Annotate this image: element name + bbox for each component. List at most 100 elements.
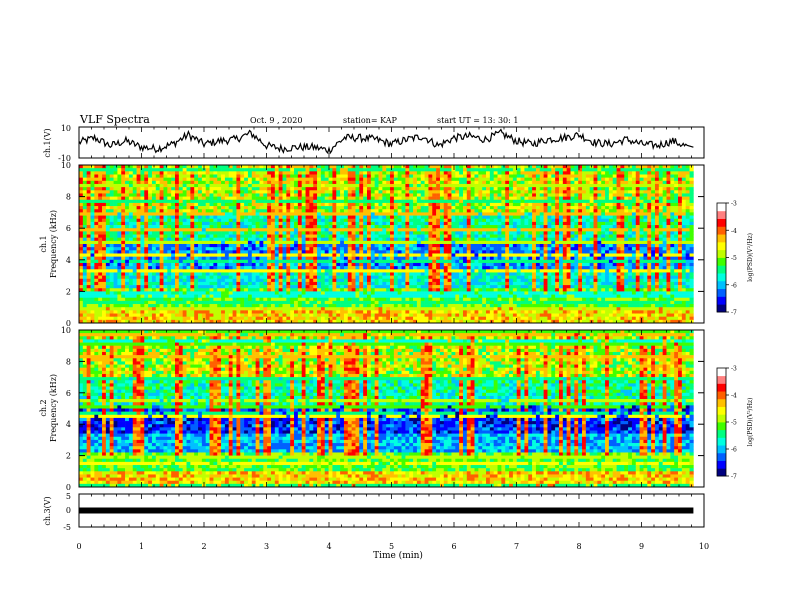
spectrogram-cell — [259, 272, 264, 276]
spectrogram-cell — [259, 228, 264, 232]
spectrogram-cell — [301, 285, 306, 289]
spectrogram-cell — [370, 281, 375, 286]
spectrogram-cell — [301, 193, 306, 197]
spectrogram-cell — [366, 266, 372, 270]
spectrogram-cell — [424, 256, 429, 261]
spectrogram-cell — [309, 269, 314, 273]
spectrogram-cell — [428, 202, 433, 207]
spectrogram-cell — [378, 275, 383, 280]
spectrogram-cell — [171, 313, 176, 317]
spectrogram-cell — [221, 304, 226, 308]
spectrogram-cell — [294, 291, 299, 295]
spectrogram-cell — [182, 244, 187, 248]
spectrogram-cell — [428, 294, 433, 299]
spectrogram-cell — [436, 234, 441, 238]
spectrogram-cell — [451, 278, 456, 283]
spectrogram-cell — [228, 193, 233, 197]
spectrogram-cell — [259, 313, 264, 317]
spectrogram-cell — [132, 174, 137, 178]
spectrogram-cell — [324, 168, 329, 172]
spectrogram-cell — [366, 190, 372, 194]
spectrogram-cell — [405, 269, 410, 273]
spectrogram-cell — [378, 259, 383, 264]
spectrogram-cell — [290, 247, 295, 251]
spectrogram-cell — [148, 237, 153, 242]
spectrogram-cell — [194, 183, 199, 188]
spectrogram-cell — [148, 190, 153, 194]
spectrogram-cell — [140, 212, 145, 216]
spectrogram-cell — [144, 206, 149, 210]
spectrogram-cell — [382, 177, 387, 182]
spectrogram-cell — [390, 168, 395, 172]
spectrogram-cell — [105, 275, 111, 280]
spectrogram-cell — [370, 278, 375, 283]
spectrogram-cell — [278, 259, 283, 264]
spectrogram-cell — [374, 202, 379, 207]
spectrogram-cell — [224, 237, 230, 242]
spectrogram-cell — [340, 231, 345, 235]
spectrogram-cell — [144, 285, 149, 289]
spectrogram-cell — [447, 253, 452, 257]
spectrogram-cell — [382, 240, 387, 245]
spectrogram-cell — [159, 250, 164, 254]
spectrogram-cell — [132, 304, 137, 308]
spectrogram-cell — [263, 234, 268, 238]
spectrogram-cell — [359, 225, 364, 229]
spectrogram-cell — [178, 209, 183, 213]
spectrogram-cell — [363, 165, 368, 169]
spectrogram-cell — [386, 244, 391, 248]
spectrogram-cell — [366, 304, 372, 308]
spectrogram-cell — [224, 316, 230, 321]
spectrogram-cell — [294, 266, 299, 270]
spectrogram-cell — [340, 196, 345, 201]
spectrogram-cell — [121, 215, 126, 220]
spectrogram-cell — [355, 256, 360, 261]
spectrogram-cell — [86, 171, 91, 175]
spectrogram-cell — [117, 196, 122, 201]
spectrogram-cell — [443, 275, 448, 280]
spectrogram-cell — [171, 190, 176, 194]
spectrogram-cell — [132, 281, 137, 286]
spectrogram-cell — [390, 300, 395, 305]
spectrogram-cell — [424, 231, 429, 235]
spectrogram-cell — [194, 304, 199, 308]
spectrogram-cell — [267, 202, 272, 207]
spectrogram-cell — [347, 244, 352, 248]
spectrogram-cell — [113, 297, 118, 302]
spectrogram-cell — [113, 196, 118, 201]
spectrogram-cell — [313, 300, 318, 305]
spectrogram-cell — [397, 269, 402, 273]
spectrogram-cell — [351, 168, 356, 172]
spectrogram-cell — [221, 196, 226, 201]
spectrogram-cell — [340, 262, 345, 267]
spectrogram-cell — [366, 275, 372, 280]
spectrogram-cell — [117, 174, 122, 178]
spectrogram-cell — [282, 310, 287, 314]
spectrogram-cell — [297, 202, 303, 207]
spectrogram-cell — [320, 291, 326, 295]
spectrogram-cell — [221, 174, 226, 178]
spectrogram-cell — [390, 202, 395, 207]
spectrogram-cell — [94, 294, 99, 299]
spectrogram-cell — [439, 215, 445, 220]
spectrogram-cell — [251, 215, 256, 220]
spectrogram-cell — [363, 319, 368, 324]
spectrogram-cell — [278, 256, 283, 261]
spectrogram-cell — [267, 190, 272, 194]
spectrogram-cell — [436, 288, 441, 292]
spectrogram-cell — [432, 244, 437, 248]
spectrogram-cell — [251, 266, 256, 270]
spectrogram-cell — [386, 190, 391, 194]
spectrogram-cell — [105, 269, 111, 273]
spectrogram-cell — [186, 212, 191, 216]
spectrogram-cell — [374, 168, 379, 172]
spectrogram-cell — [439, 253, 445, 257]
spectrogram-cell — [79, 221, 84, 226]
spectrogram-cell — [217, 281, 222, 286]
spectrogram-cell — [459, 206, 464, 210]
spectrogram-cell — [351, 297, 356, 302]
spectrogram-cell — [224, 250, 230, 254]
spectrogram-cell — [290, 281, 295, 286]
spectrogram-cell — [186, 281, 191, 286]
spectrogram-cell — [282, 218, 287, 223]
